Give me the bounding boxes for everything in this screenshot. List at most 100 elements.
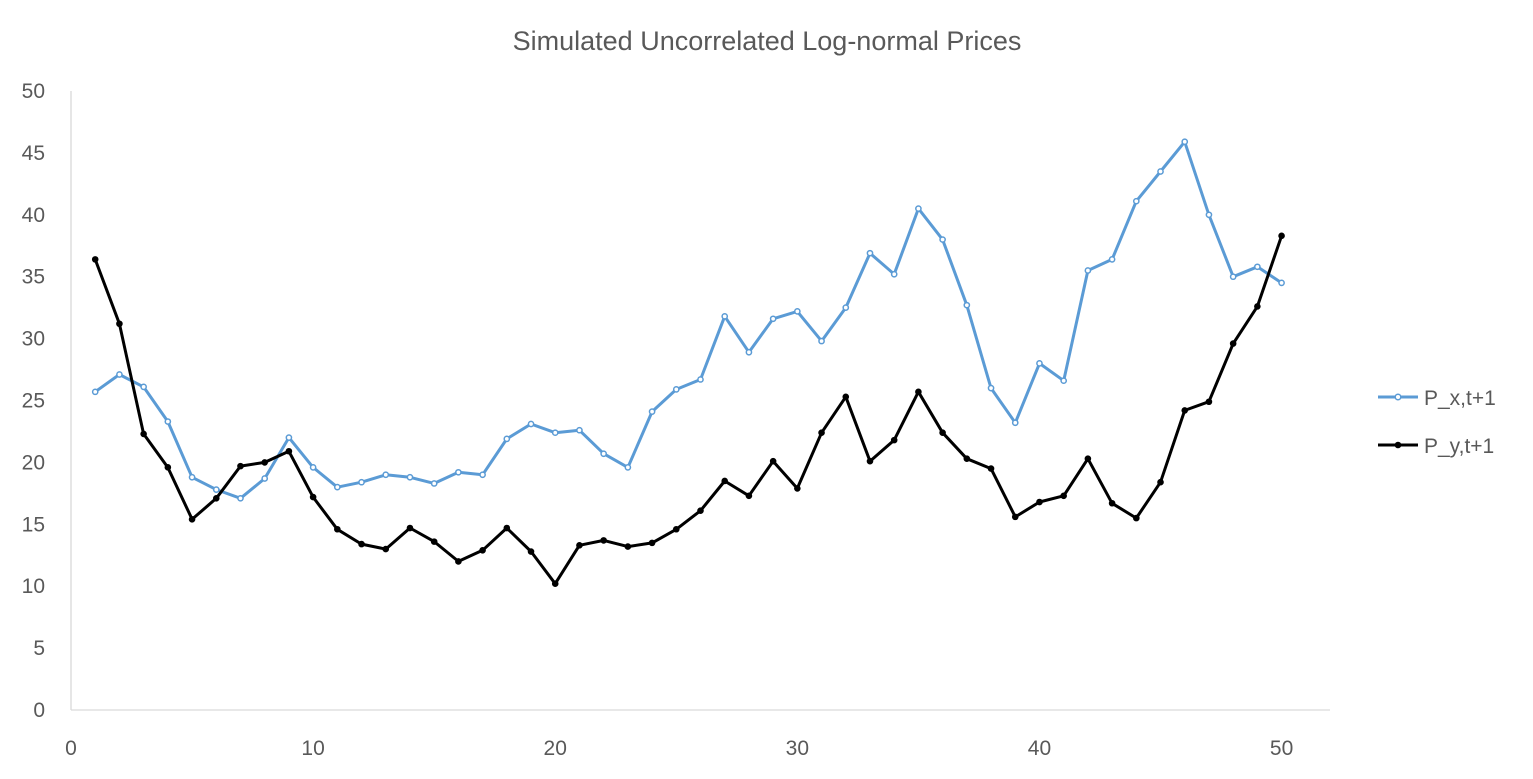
series-p-y-point <box>430 538 438 545</box>
series-p-x-point <box>1011 419 1019 427</box>
series-p-y-point <box>1205 398 1213 406</box>
axes <box>70 91 1330 711</box>
series-p-y-point <box>285 447 293 455</box>
series-p-x-point <box>1205 211 1213 219</box>
y-tick-label: 10 <box>22 575 45 598</box>
series-p-y-point <box>406 524 414 532</box>
series-p-y-point <box>769 457 777 465</box>
series-p-x-point <box>576 426 583 434</box>
series-p-y-point <box>576 542 583 549</box>
y-tick-label: 5 <box>33 637 45 660</box>
series-p-x-point <box>1084 267 1092 274</box>
series-p-x-point <box>430 480 438 487</box>
series-p-x-point <box>116 371 123 378</box>
series-p-x-point <box>987 384 995 392</box>
series-p-x-point <box>358 478 365 486</box>
series-p-x-point <box>212 486 220 493</box>
y-tick-label: 20 <box>22 451 45 474</box>
x-tick-label: 10 <box>301 737 324 760</box>
series-p-x-point <box>527 420 535 428</box>
x-axis-tick-labels: 0 10 20 30 40 50 <box>65 737 1293 760</box>
series-p-x-point <box>1036 360 1043 367</box>
x-tick-label: 40 <box>1028 737 1051 760</box>
series-p-y-point <box>721 477 729 485</box>
x-tick-label: 0 <box>65 737 77 760</box>
series-p-x-point <box>1157 168 1164 175</box>
series-p-x-point <box>382 471 390 479</box>
series-p-y-point <box>91 256 99 263</box>
series-p-y-point <box>1036 498 1043 506</box>
series-p-y-point <box>890 436 898 444</box>
series-p-x-point <box>600 450 608 458</box>
legend: P_x,t+1 P_y,t+1 <box>1378 387 1496 458</box>
legend-swatch-marker <box>1394 393 1402 401</box>
series-p-y-point <box>818 429 825 436</box>
series-p-y-point <box>842 393 850 401</box>
series-p-x-point <box>890 270 898 278</box>
legend-item-p-y: P_y,t+1 <box>1378 435 1494 458</box>
series-p-y-point <box>503 524 511 532</box>
series-p-x-point <box>793 308 801 315</box>
series-p-y-point <box>648 539 656 547</box>
series-p-y-point <box>1084 455 1092 462</box>
series-p-x-point <box>1060 377 1068 385</box>
series-p-x-point <box>91 388 99 396</box>
series-p-x-point <box>963 301 971 309</box>
series-p-y-point <box>939 429 946 436</box>
series-p-y-point <box>794 485 801 492</box>
x-tick-label: 20 <box>544 737 567 760</box>
series-p-y-point <box>527 548 535 555</box>
series-p-y-point <box>140 430 147 438</box>
legend-label: P_y,t+1 <box>1424 435 1494 458</box>
series-p-y-point <box>1133 514 1140 522</box>
y-axis-tick-labels: 0 5 10 15 20 25 30 35 40 45 50 <box>22 80 45 722</box>
series-p-y-point <box>551 580 559 588</box>
y-tick-label: 15 <box>22 513 45 536</box>
series-p-y-point <box>116 320 123 328</box>
series-p-x-point <box>479 471 486 479</box>
series-p-x-point <box>721 312 729 320</box>
series-p-y-point <box>164 464 172 471</box>
x-tick-label: 30 <box>786 737 809 760</box>
series-p-x-point <box>140 383 147 391</box>
series-p-x-point <box>1229 273 1237 281</box>
series-p-x-point <box>672 386 680 393</box>
series-p-x-point <box>1132 197 1140 205</box>
series-p-x-point <box>1108 256 1116 263</box>
series-p-x-point <box>164 418 172 425</box>
legend-item-p-x: P_x,t+1 <box>1378 387 1496 410</box>
y-tick-label: 30 <box>22 328 45 351</box>
series-p-y-point <box>1254 303 1261 310</box>
series-p-y-point <box>963 455 971 462</box>
series-p-x-point <box>697 376 704 383</box>
legend-swatch-marker <box>1394 441 1402 449</box>
series-p-x-point <box>745 348 753 356</box>
series-p-y-point <box>261 459 268 466</box>
series-p-x-point <box>1278 279 1285 287</box>
series-p-x-point <box>261 475 269 482</box>
series-p-y-point <box>1278 232 1285 240</box>
series-p-y-point <box>624 543 632 550</box>
series-p-x-point <box>455 468 462 476</box>
y-tick-label: 45 <box>22 142 45 165</box>
series-p-y <box>91 232 1285 588</box>
series-p-y-point <box>915 388 922 396</box>
series-p-x-point <box>769 315 777 323</box>
series-p-x-point <box>866 249 874 257</box>
series-p-x-point <box>551 429 559 437</box>
series-p-x-point <box>1181 138 1189 146</box>
series-p-y-point <box>188 516 196 523</box>
series-p-x-line <box>93 140 1284 500</box>
series-p-x-point <box>939 236 946 243</box>
series-p-y-point <box>309 493 317 501</box>
series-p-y-point <box>697 507 704 514</box>
series-p-y-point <box>1108 499 1116 507</box>
series-p-y-point <box>358 540 365 548</box>
y-tick-label: 50 <box>22 80 45 103</box>
series-p-x-point <box>503 435 511 443</box>
series-p-y-point <box>866 457 874 465</box>
y-tick-label: 35 <box>22 266 45 289</box>
series-p-x-point <box>842 304 850 311</box>
series-p-x-point <box>915 205 922 212</box>
